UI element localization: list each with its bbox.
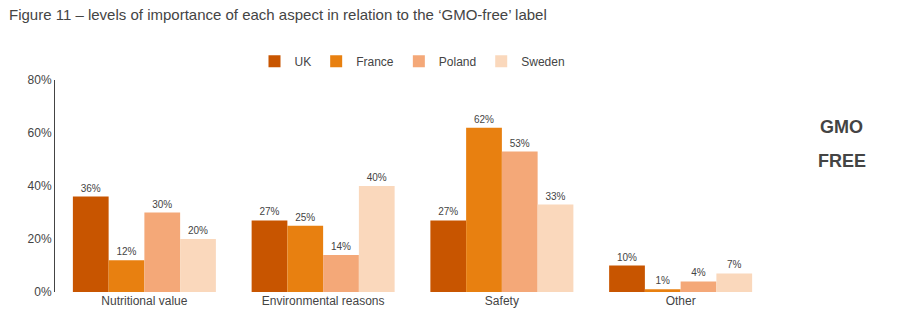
svg-text:Safety: Safety	[485, 294, 519, 308]
svg-text:40%: 40%	[367, 172, 387, 183]
svg-text:30%: 30%	[152, 199, 172, 210]
svg-text:Sweden: Sweden	[521, 55, 564, 69]
svg-text:1%: 1%	[655, 275, 670, 286]
svg-text:Other: Other	[666, 294, 696, 308]
svg-text:60%: 60%	[28, 126, 52, 140]
svg-text:27%: 27%	[438, 206, 458, 217]
svg-text:10%: 10%	[617, 252, 637, 263]
svg-text:20%: 20%	[188, 225, 208, 236]
svg-text:UK: UK	[295, 55, 312, 69]
svg-text:62%: 62%	[474, 114, 494, 125]
svg-text:33%: 33%	[545, 191, 565, 202]
svg-text:Environmental reasons: Environmental reasons	[262, 294, 385, 308]
svg-text:20%: 20%	[28, 232, 52, 246]
svg-text:12%: 12%	[116, 246, 136, 257]
svg-text:GMO: GMO	[820, 117, 863, 137]
svg-text:80%: 80%	[28, 73, 52, 87]
svg-text:25%: 25%	[295, 212, 315, 223]
svg-text:40%: 40%	[28, 179, 52, 193]
svg-text:FREE: FREE	[818, 151, 866, 171]
svg-text:14%: 14%	[331, 241, 351, 252]
svg-text:Nutritional value: Nutritional value	[101, 294, 187, 308]
svg-text:36%: 36%	[81, 183, 101, 194]
svg-text:53%: 53%	[510, 138, 530, 149]
svg-text:0%: 0%	[34, 285, 52, 299]
svg-text:Poland: Poland	[439, 55, 476, 69]
svg-text:France: France	[356, 55, 394, 69]
svg-text:Figure 11 – levels of importan: Figure 11 – levels of importance of each…	[9, 6, 547, 23]
svg-text:4%: 4%	[691, 267, 706, 278]
svg-text:7%: 7%	[727, 259, 742, 270]
svg-text:27%: 27%	[259, 206, 279, 217]
